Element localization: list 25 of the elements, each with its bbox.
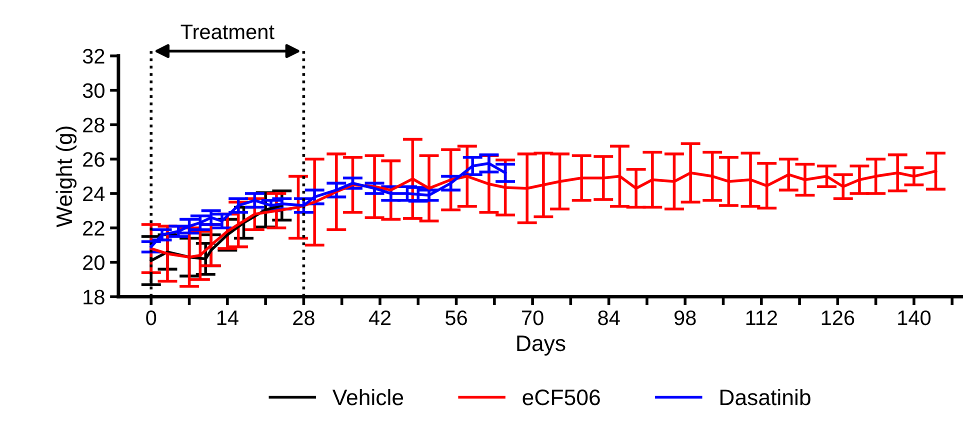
y-tick-label: 32	[82, 48, 104, 64]
y-tick-label: 30	[82, 83, 104, 98]
x-tick-label: 14	[217, 310, 238, 325]
y-axis-title: Weight (g)	[56, 126, 77, 228]
x-axis-title: Days	[517, 336, 566, 356]
y-tick-label: 18	[84, 290, 104, 304]
x-tick-label: 126	[822, 310, 854, 326]
y-tick-label: 28	[83, 118, 104, 132]
x-tick-label: 98	[674, 310, 696, 326]
legend-label: Vehicle	[332, 388, 404, 406]
y-tick-label: 22	[83, 220, 104, 236]
x-tick-label: 28	[293, 310, 314, 326]
y-tick-label: 26	[83, 152, 104, 167]
text: Treatment	[180, 24, 274, 40]
x-tick-label: 56	[446, 310, 467, 326]
x-tick-label: 42	[368, 310, 391, 325]
x-tick-label: 112	[746, 310, 777, 325]
legend-label: Dasatinib	[720, 388, 810, 406]
y-tick-label: 24	[83, 186, 105, 202]
x-tick-label: 84	[598, 310, 620, 326]
y-tick-label: 20	[83, 255, 104, 270]
x-tick-label: 70	[522, 310, 544, 326]
x-tick-label: 0	[146, 310, 156, 326]
legend-label: eCF506	[522, 390, 600, 406]
x-tick-label: 140	[898, 310, 931, 326]
